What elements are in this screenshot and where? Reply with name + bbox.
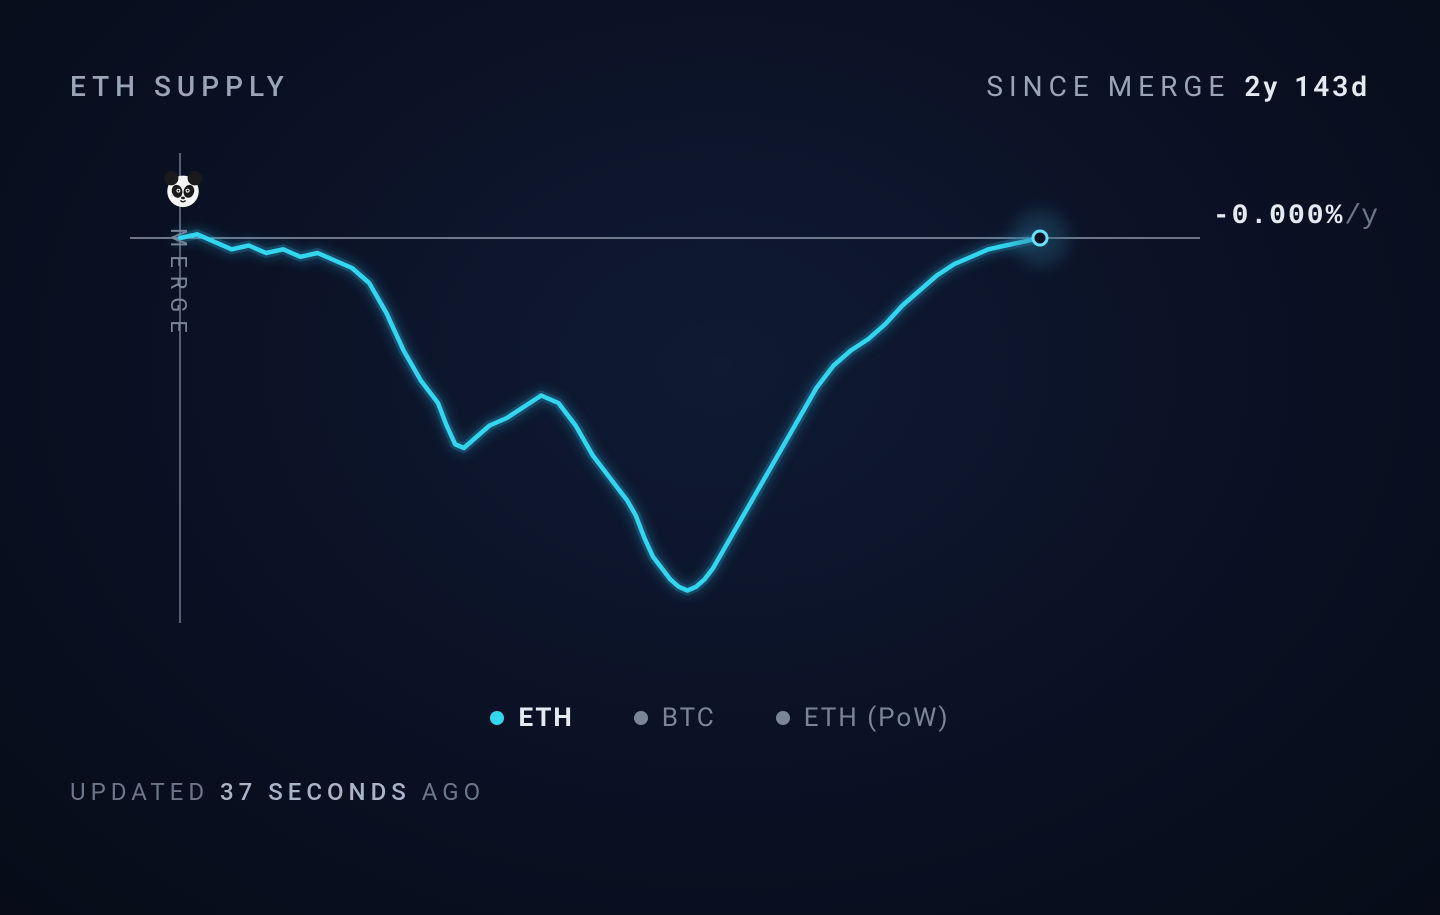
legend-item-eth[interactable]: ETH <box>490 703 573 733</box>
rate-unit: /y <box>1344 201 1378 232</box>
chart-area: MERGE -0.000%/y <box>70 143 1370 673</box>
rate-label: -0.000%/y <box>1213 201 1378 232</box>
legend-item-eth_pow[interactable]: ETH (PoW) <box>776 703 950 733</box>
legend-label: ETH <box>518 703 573 733</box>
legend-dot-icon <box>634 711 648 725</box>
updated-footer: UPDATED 37 SECONDS AGO <box>70 778 1370 806</box>
merge-axis-label: MERGE <box>165 228 190 341</box>
panda-icon <box>162 169 204 211</box>
legend-item-btc[interactable]: BTC <box>634 703 716 733</box>
card-title: ETH SUPPLY <box>70 70 290 103</box>
supply-card: ETH SUPPLY SINCE MERGE 2y 143d MERGE -0.… <box>0 0 1440 915</box>
supply-line-chart <box>130 143 1200 643</box>
card-header: ETH SUPPLY SINCE MERGE 2y 143d <box>70 70 1370 103</box>
updated-suffix: AGO <box>422 778 485 806</box>
legend-dot-icon <box>776 711 790 725</box>
since-merge-label: SINCE MERGE <box>986 70 1230 103</box>
legend: ETH BTC ETH (PoW) <box>70 703 1370 733</box>
updated-time: 37 SECONDS <box>220 778 411 806</box>
since-merge-days: 143d <box>1294 70 1370 103</box>
legend-label: BTC <box>662 703 716 733</box>
legend-dot-icon <box>490 711 504 725</box>
legend-label: ETH (PoW) <box>804 703 950 733</box>
rate-value: -0.000% <box>1213 201 1345 232</box>
since-merge-years: 2y <box>1244 70 1280 103</box>
since-merge: SINCE MERGE 2y 143d <box>986 70 1370 103</box>
updated-prefix: UPDATED <box>70 778 209 806</box>
